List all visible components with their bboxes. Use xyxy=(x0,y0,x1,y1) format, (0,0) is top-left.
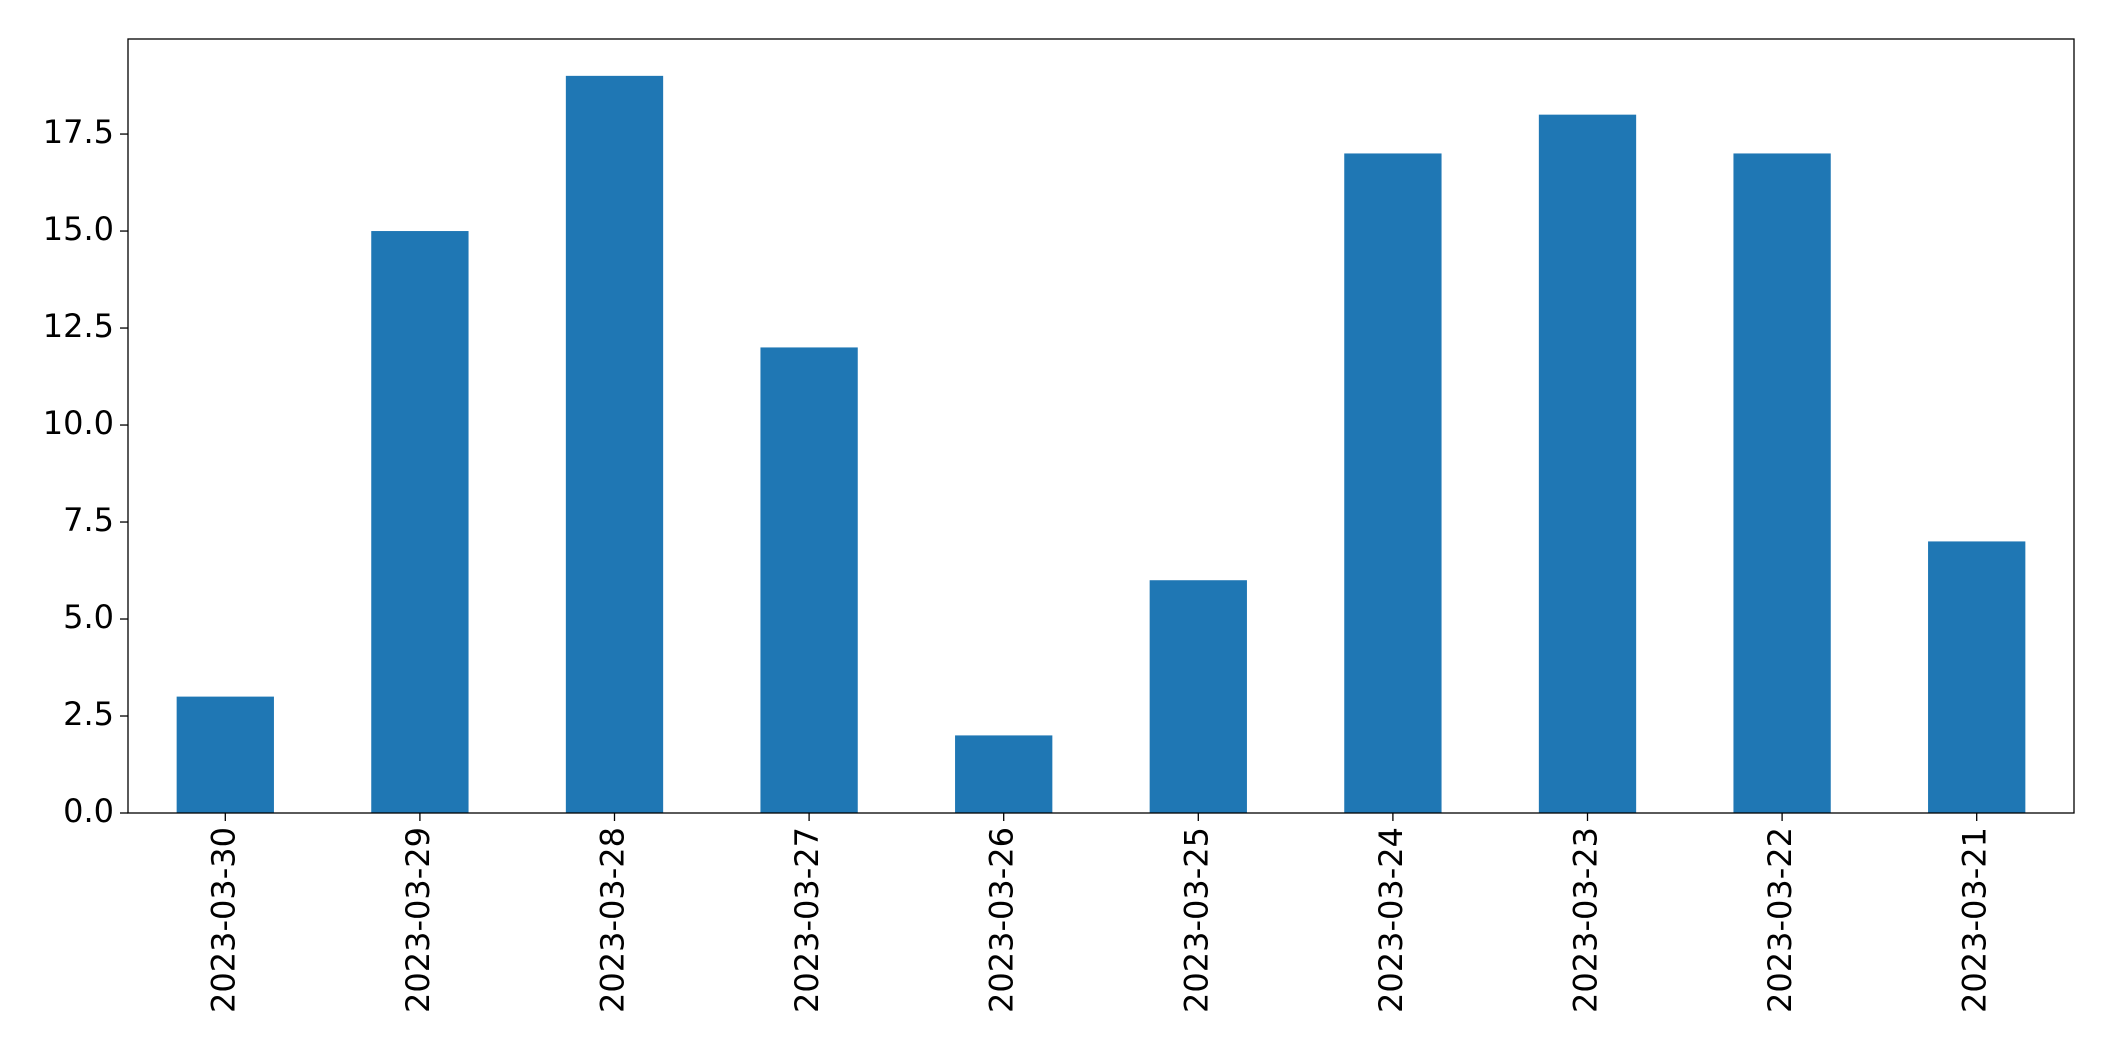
x-tick-label: 2023-03-27 xyxy=(788,827,826,1013)
y-tick-label: 5.0 xyxy=(63,598,114,636)
bar xyxy=(565,75,664,814)
x-tick-label: 2023-03-24 xyxy=(1372,827,1410,1013)
x-tick-label: 2023-03-26 xyxy=(983,827,1021,1013)
bar xyxy=(1344,153,1442,814)
y-tick-label: 15.0 xyxy=(43,210,114,248)
bar xyxy=(1538,114,1637,814)
x-tick-label: 2023-03-28 xyxy=(594,827,632,1013)
y-tick-label: 17.5 xyxy=(43,113,114,151)
y-tick-label: 12.5 xyxy=(43,307,114,345)
x-tick-label: 2023-03-23 xyxy=(1567,827,1605,1013)
bar xyxy=(955,735,1053,813)
bar xyxy=(176,696,274,813)
y-tick-label: 2.5 xyxy=(63,695,114,733)
axes-frame xyxy=(127,38,2075,814)
x-tick-label: 2023-03-25 xyxy=(1177,827,1215,1013)
bar xyxy=(1928,541,2026,813)
y-tick-label: 0.0 xyxy=(63,792,114,830)
bar xyxy=(1149,580,1247,813)
x-tick-label: 2023-03-21 xyxy=(1956,827,1994,1013)
bar xyxy=(760,347,858,813)
x-tick-label: 2023-03-22 xyxy=(1761,827,1799,1013)
y-tick-label: 10.0 xyxy=(43,404,114,442)
x-tick-label: 2023-03-30 xyxy=(204,827,242,1013)
bar xyxy=(371,231,469,814)
bar xyxy=(1733,153,1831,814)
x-tick-label: 2023-03-29 xyxy=(399,827,437,1013)
y-tick-label: 7.5 xyxy=(63,501,114,539)
